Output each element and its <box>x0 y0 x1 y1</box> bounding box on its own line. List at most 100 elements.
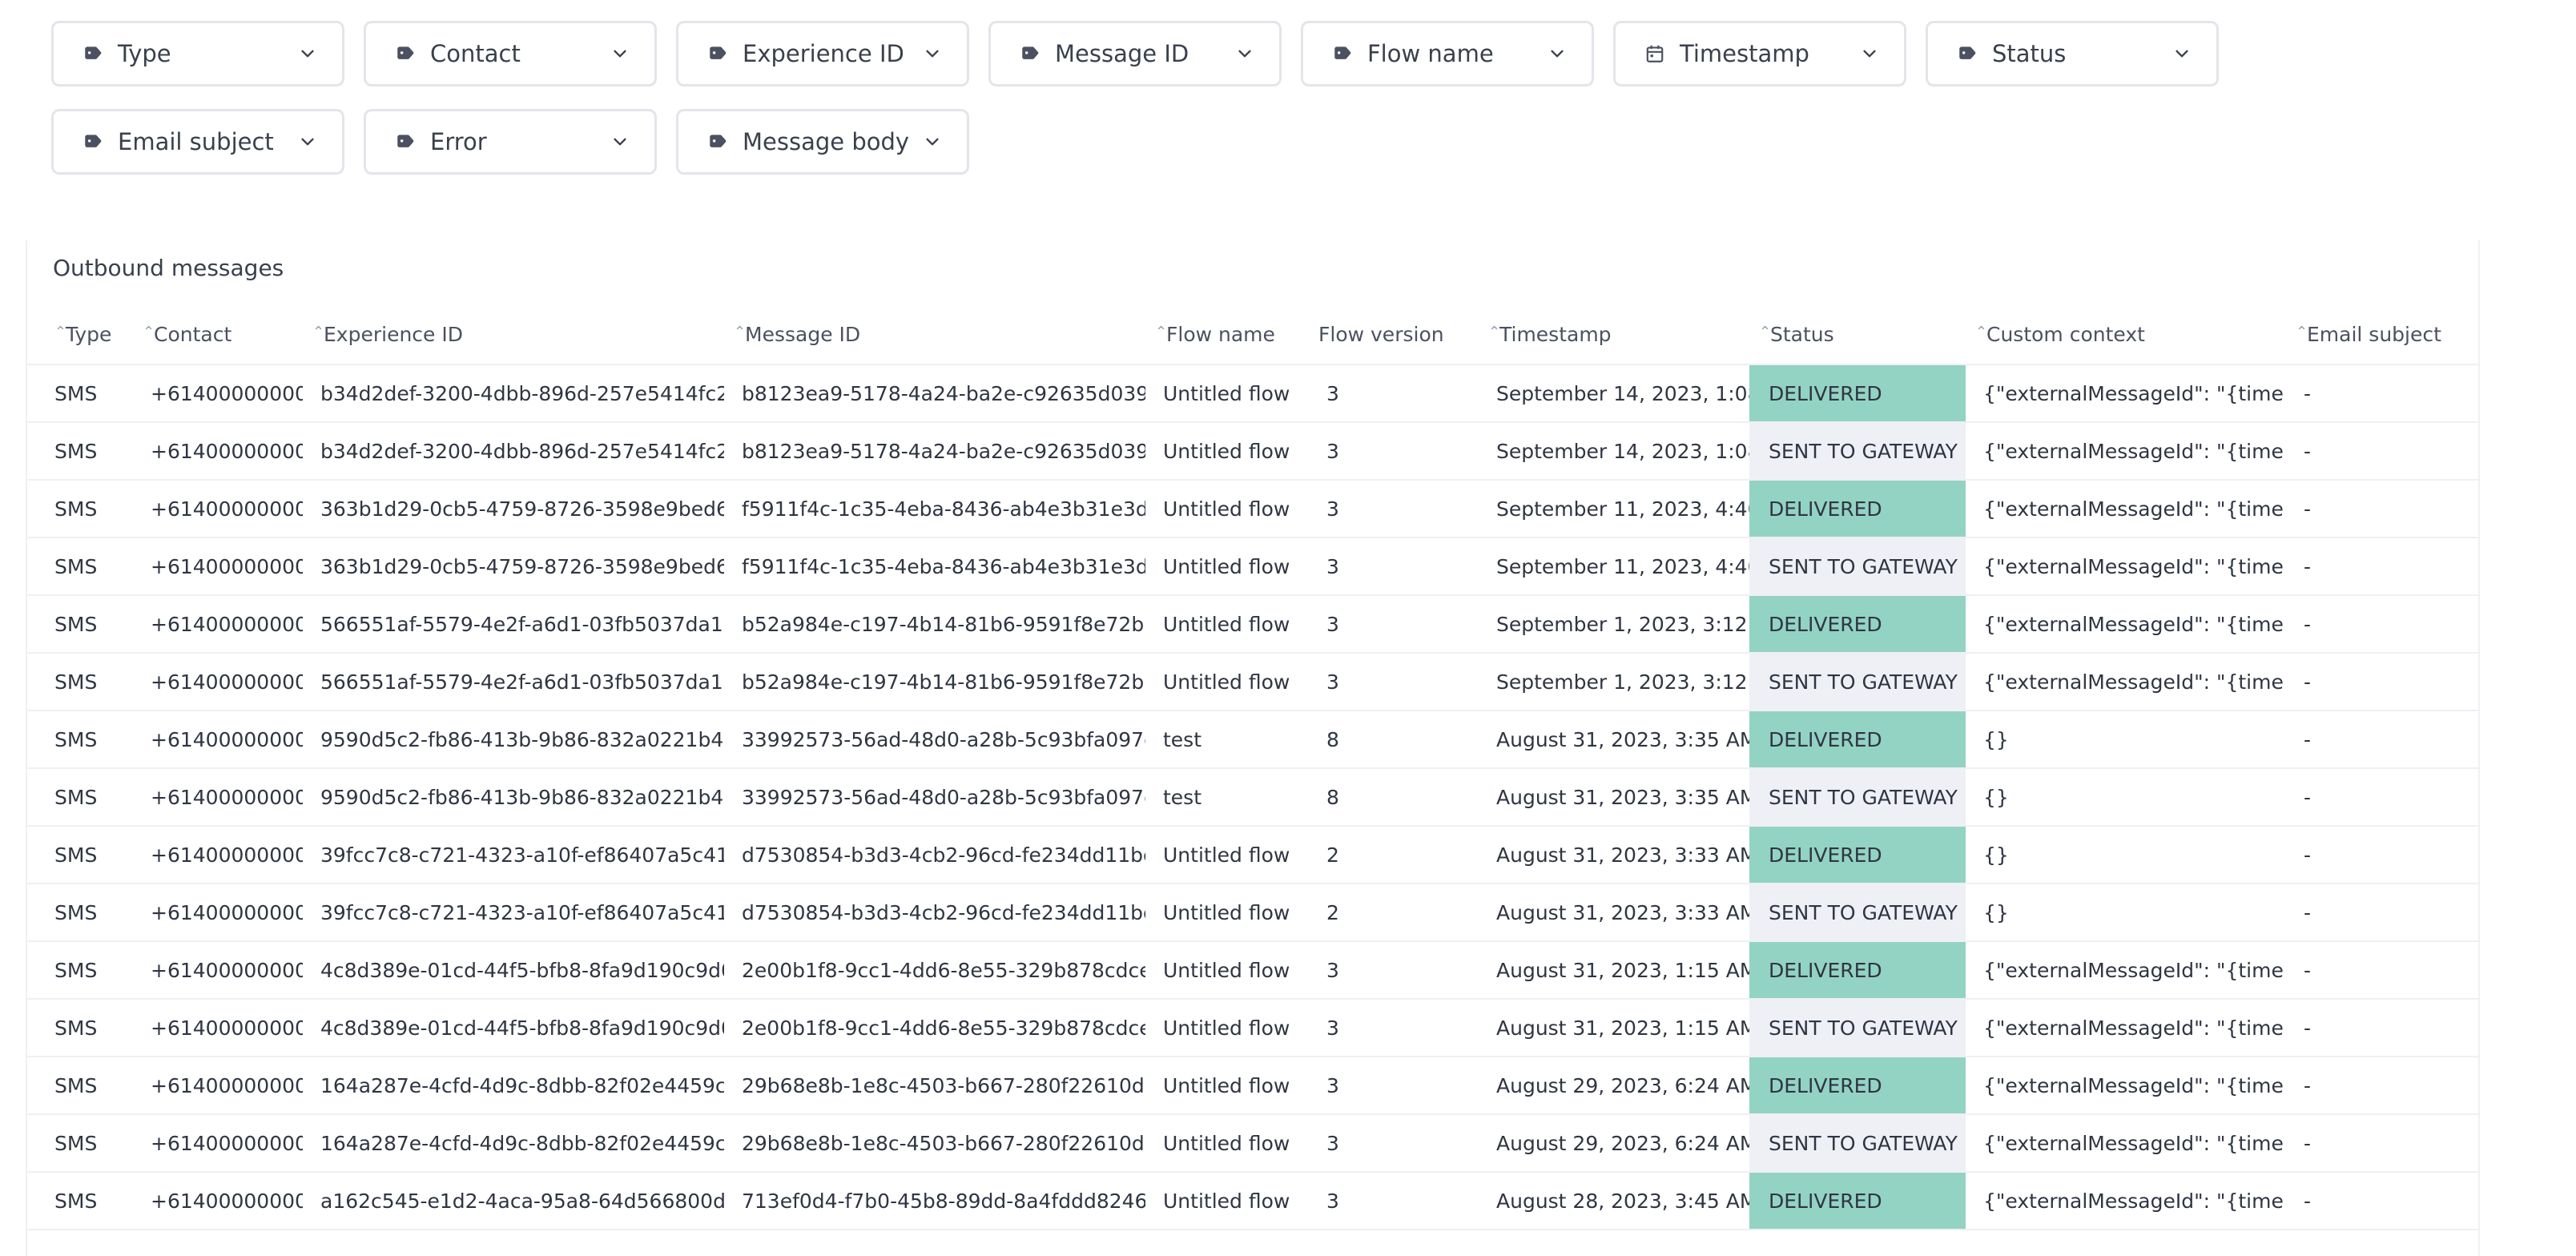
column-header-flow-name[interactable]: ⌃Flow name <box>1145 304 1309 365</box>
cell-timestamp: September 14, 2023, 1:08 AM <box>1479 422 1749 481</box>
cell-message-id: 29b68e8b-1e8c-4503-b667-280f22610ddd <box>724 1057 1145 1115</box>
cell-contact: +61400000000 <box>133 653 303 711</box>
filter-type[interactable]: Type <box>51 21 344 87</box>
cell-contact: +61400000000 <box>133 768 303 827</box>
tag-icon <box>79 40 107 67</box>
cell-type: SMS <box>27 826 133 884</box>
cell-flow-version: 3 <box>1309 364 1479 423</box>
column-header-timestamp[interactable]: ⌃Timestamp <box>1479 304 1749 365</box>
column-header-email-subject[interactable]: ⌃Email subject <box>2286 304 2478 365</box>
filter-message-body[interactable]: Message body <box>676 109 969 175</box>
cell-custom-context: {"externalMessageId": "{time}"} <box>1966 480 2286 538</box>
cell-flow-name: Untitled flow <box>1145 884 1309 942</box>
cell-email-subject: - <box>2286 941 2478 1000</box>
outbound-messages-panel: Outbound messages ⌃Type ⌃Contact ⌃Experien… <box>26 240 2480 1256</box>
filter-flow-name[interactable]: Flow name <box>1301 21 1594 87</box>
column-header-label: Email subject <box>2307 322 2441 346</box>
cell-type: SMS <box>27 941 133 1000</box>
cell-contact: +61400000000 <box>133 999 303 1057</box>
status-badge: DELIVERED <box>1749 364 1966 423</box>
cell-message-id: f5911f4c-1c35-4eba-8436-ab4e3b31e3d3 <box>724 480 1145 538</box>
table-row[interactable]: SMS +61400000000 a162c545-e1d2-4aca-95a8-6… <box>27 1172 2478 1230</box>
filter-label: Status <box>1992 40 2067 67</box>
column-header-custom-context[interactable]: ⌃Custom context <box>1966 304 2286 365</box>
sort-arrow-icon: ⌃ <box>734 323 747 340</box>
cell-type: SMS <box>27 999 133 1057</box>
status-badge: SENT TO GATEWAY <box>1749 653 1966 711</box>
cell-flow-version: 2 <box>1309 826 1479 884</box>
table-row[interactable]: SMS +61400000000 39fcc7c8-c721-4323-a10f-e… <box>27 826 2478 884</box>
cell-contact: +61400000000 <box>133 711 303 769</box>
table-row[interactable]: SMS +61400000000 b34d2def-3200-4dbb-896d-2… <box>27 364 2478 423</box>
cell-message-id: 713ef0d4-f7b0-45b8-89dd-8a4fddd8246d <box>724 1172 1145 1230</box>
filter-label: Message ID <box>1055 40 1189 67</box>
cell-message-id: 2e00b1f8-9cc1-4dd6-8e55-329b878cdce8 <box>724 941 1145 1000</box>
filter-experience-id[interactable]: Experience ID <box>676 21 969 87</box>
chevron-down-icon <box>1231 40 1258 67</box>
cell-contact: +61400000000 <box>133 422 303 481</box>
cell-type: SMS <box>27 537 133 596</box>
column-header-type[interactable]: ⌃Type <box>27 304 133 365</box>
table-row[interactable]: SMS +61400000000 4c8d389e-01cd-44f5-bfb8-8… <box>27 941 2478 1000</box>
filter-email-subject[interactable]: Email subject <box>51 109 344 175</box>
chevron-down-icon <box>606 128 634 155</box>
filter-timestamp[interactable]: Timestamp <box>1613 21 1906 87</box>
cell-flow-version: 3 <box>1309 480 1479 538</box>
filter-row: Type Contact Experience ID Message ID Flow n… <box>51 21 2262 87</box>
cell-custom-context: {"externalMessageId": "{time}"} <box>1966 653 2286 711</box>
column-header-label: Status <box>1770 322 1834 346</box>
cell-experience-id: 4c8d389e-01cd-44f5-bfb8-8fa9d190c9d0 <box>303 941 724 1000</box>
column-header-label: Flow name <box>1166 322 1275 346</box>
table-row[interactable]: SMS +61400000000 363b1d29-0cb5-4759-8726-3… <box>27 537 2478 596</box>
cell-flow-name: Untitled flow <box>1145 653 1309 711</box>
column-header-contact[interactable]: ⌃Contact <box>133 304 303 365</box>
column-header-experience-id[interactable]: ⌃Experience ID <box>303 304 724 365</box>
cell-timestamp: August 29, 2023, 6:24 AM <box>1479 1057 1749 1115</box>
table-row[interactable]: SMS +61400000000 4c8d389e-01cd-44f5-bfb8-8… <box>27 999 2478 1057</box>
status-badge: SENT TO GATEWAY <box>1749 537 1966 596</box>
filter-error[interactable]: Error <box>364 109 657 175</box>
table-row[interactable]: SMS +61400000000 9590d5c2-fb86-413b-9b86-8… <box>27 711 2478 769</box>
column-header-label: Flow version <box>1318 322 1444 346</box>
cell-message-id: 33992573-56ad-48d0-a28b-5c93bfa097e1 <box>724 711 1145 769</box>
table-row[interactable]: SMS +61400000000 b34d2def-3200-4dbb-896d-2… <box>27 422 2478 481</box>
cell-type: SMS <box>27 595 133 654</box>
cell-timestamp: September 11, 2023, 4:40 AM <box>1479 480 1749 538</box>
cell-message-id: 33992573-56ad-48d0-a28b-5c93bfa097e1 <box>724 768 1145 827</box>
filter-row: Email subject Error Message body <box>51 109 2262 175</box>
table-row[interactable]: SMS +61400000000 566551af-5579-4e2f-a6d1-0… <box>27 595 2478 654</box>
cell-type: SMS <box>27 1172 133 1230</box>
sort-arrow-icon: ⌃ <box>1488 323 1501 340</box>
column-header-label: Contact <box>154 322 232 346</box>
cell-experience-id: 9590d5c2-fb86-413b-9b86-832a0221b45b <box>303 711 724 769</box>
chevron-down-icon <box>606 40 634 67</box>
table-row[interactable]: SMS +61400000000 9590d5c2-fb86-413b-9b86-8… <box>27 768 2478 827</box>
column-header-flow-version[interactable]: Flow version <box>1309 304 1479 365</box>
cell-experience-id: 363b1d29-0cb5-4759-8726-3598e9bed617 <box>303 537 724 596</box>
filter-bar: Type Contact Experience ID Message ID Flow n… <box>51 21 2262 197</box>
table-row[interactable]: SMS +61400000000 566551af-5579-4e2f-a6d1-0… <box>27 653 2478 711</box>
cell-flow-version: 8 <box>1309 768 1479 827</box>
filter-contact[interactable]: Contact <box>364 21 657 87</box>
filter-status[interactable]: Status <box>1926 21 2219 87</box>
table-row[interactable]: SMS +61400000000 363b1d29-0cb5-4759-8726-3… <box>27 480 2478 538</box>
sort-arrow-icon: ⌃ <box>54 323 67 340</box>
filter-message-id[interactable]: Message ID <box>988 21 1282 87</box>
column-header-status[interactable]: ⌃Status <box>1749 304 1966 365</box>
cell-email-subject: - <box>2286 653 2478 711</box>
cell-flow-version: 2 <box>1309 884 1479 942</box>
cell-message-id: d7530854-b3d3-4cb2-96cd-fe234dd11bea <box>724 884 1145 942</box>
cell-type: SMS <box>27 768 133 827</box>
table-row[interactable]: SMS +61400000000 164a287e-4cfd-4d9c-8dbb-8… <box>27 1057 2478 1115</box>
column-header-label: Timestamp <box>1499 322 1612 346</box>
cell-timestamp: September 1, 2023, 3:12 AM <box>1479 653 1749 711</box>
status-badge: SENT TO GATEWAY <box>1749 422 1966 481</box>
table-row[interactable]: SMS +61400000000 39fcc7c8-c721-4323-a10f-e… <box>27 884 2478 942</box>
chevron-down-icon <box>294 128 321 155</box>
table-row[interactable]: SMS +61400000000 164a287e-4cfd-4d9c-8dbb-8… <box>27 1114 2478 1173</box>
cell-type: SMS <box>27 1057 133 1115</box>
sort-arrow-icon: ⌃ <box>1975 323 1988 340</box>
cell-flow-name: Untitled flow <box>1145 1057 1309 1115</box>
column-header-message-id[interactable]: ⌃Message ID <box>724 304 1145 365</box>
cell-flow-version: 3 <box>1309 595 1479 654</box>
